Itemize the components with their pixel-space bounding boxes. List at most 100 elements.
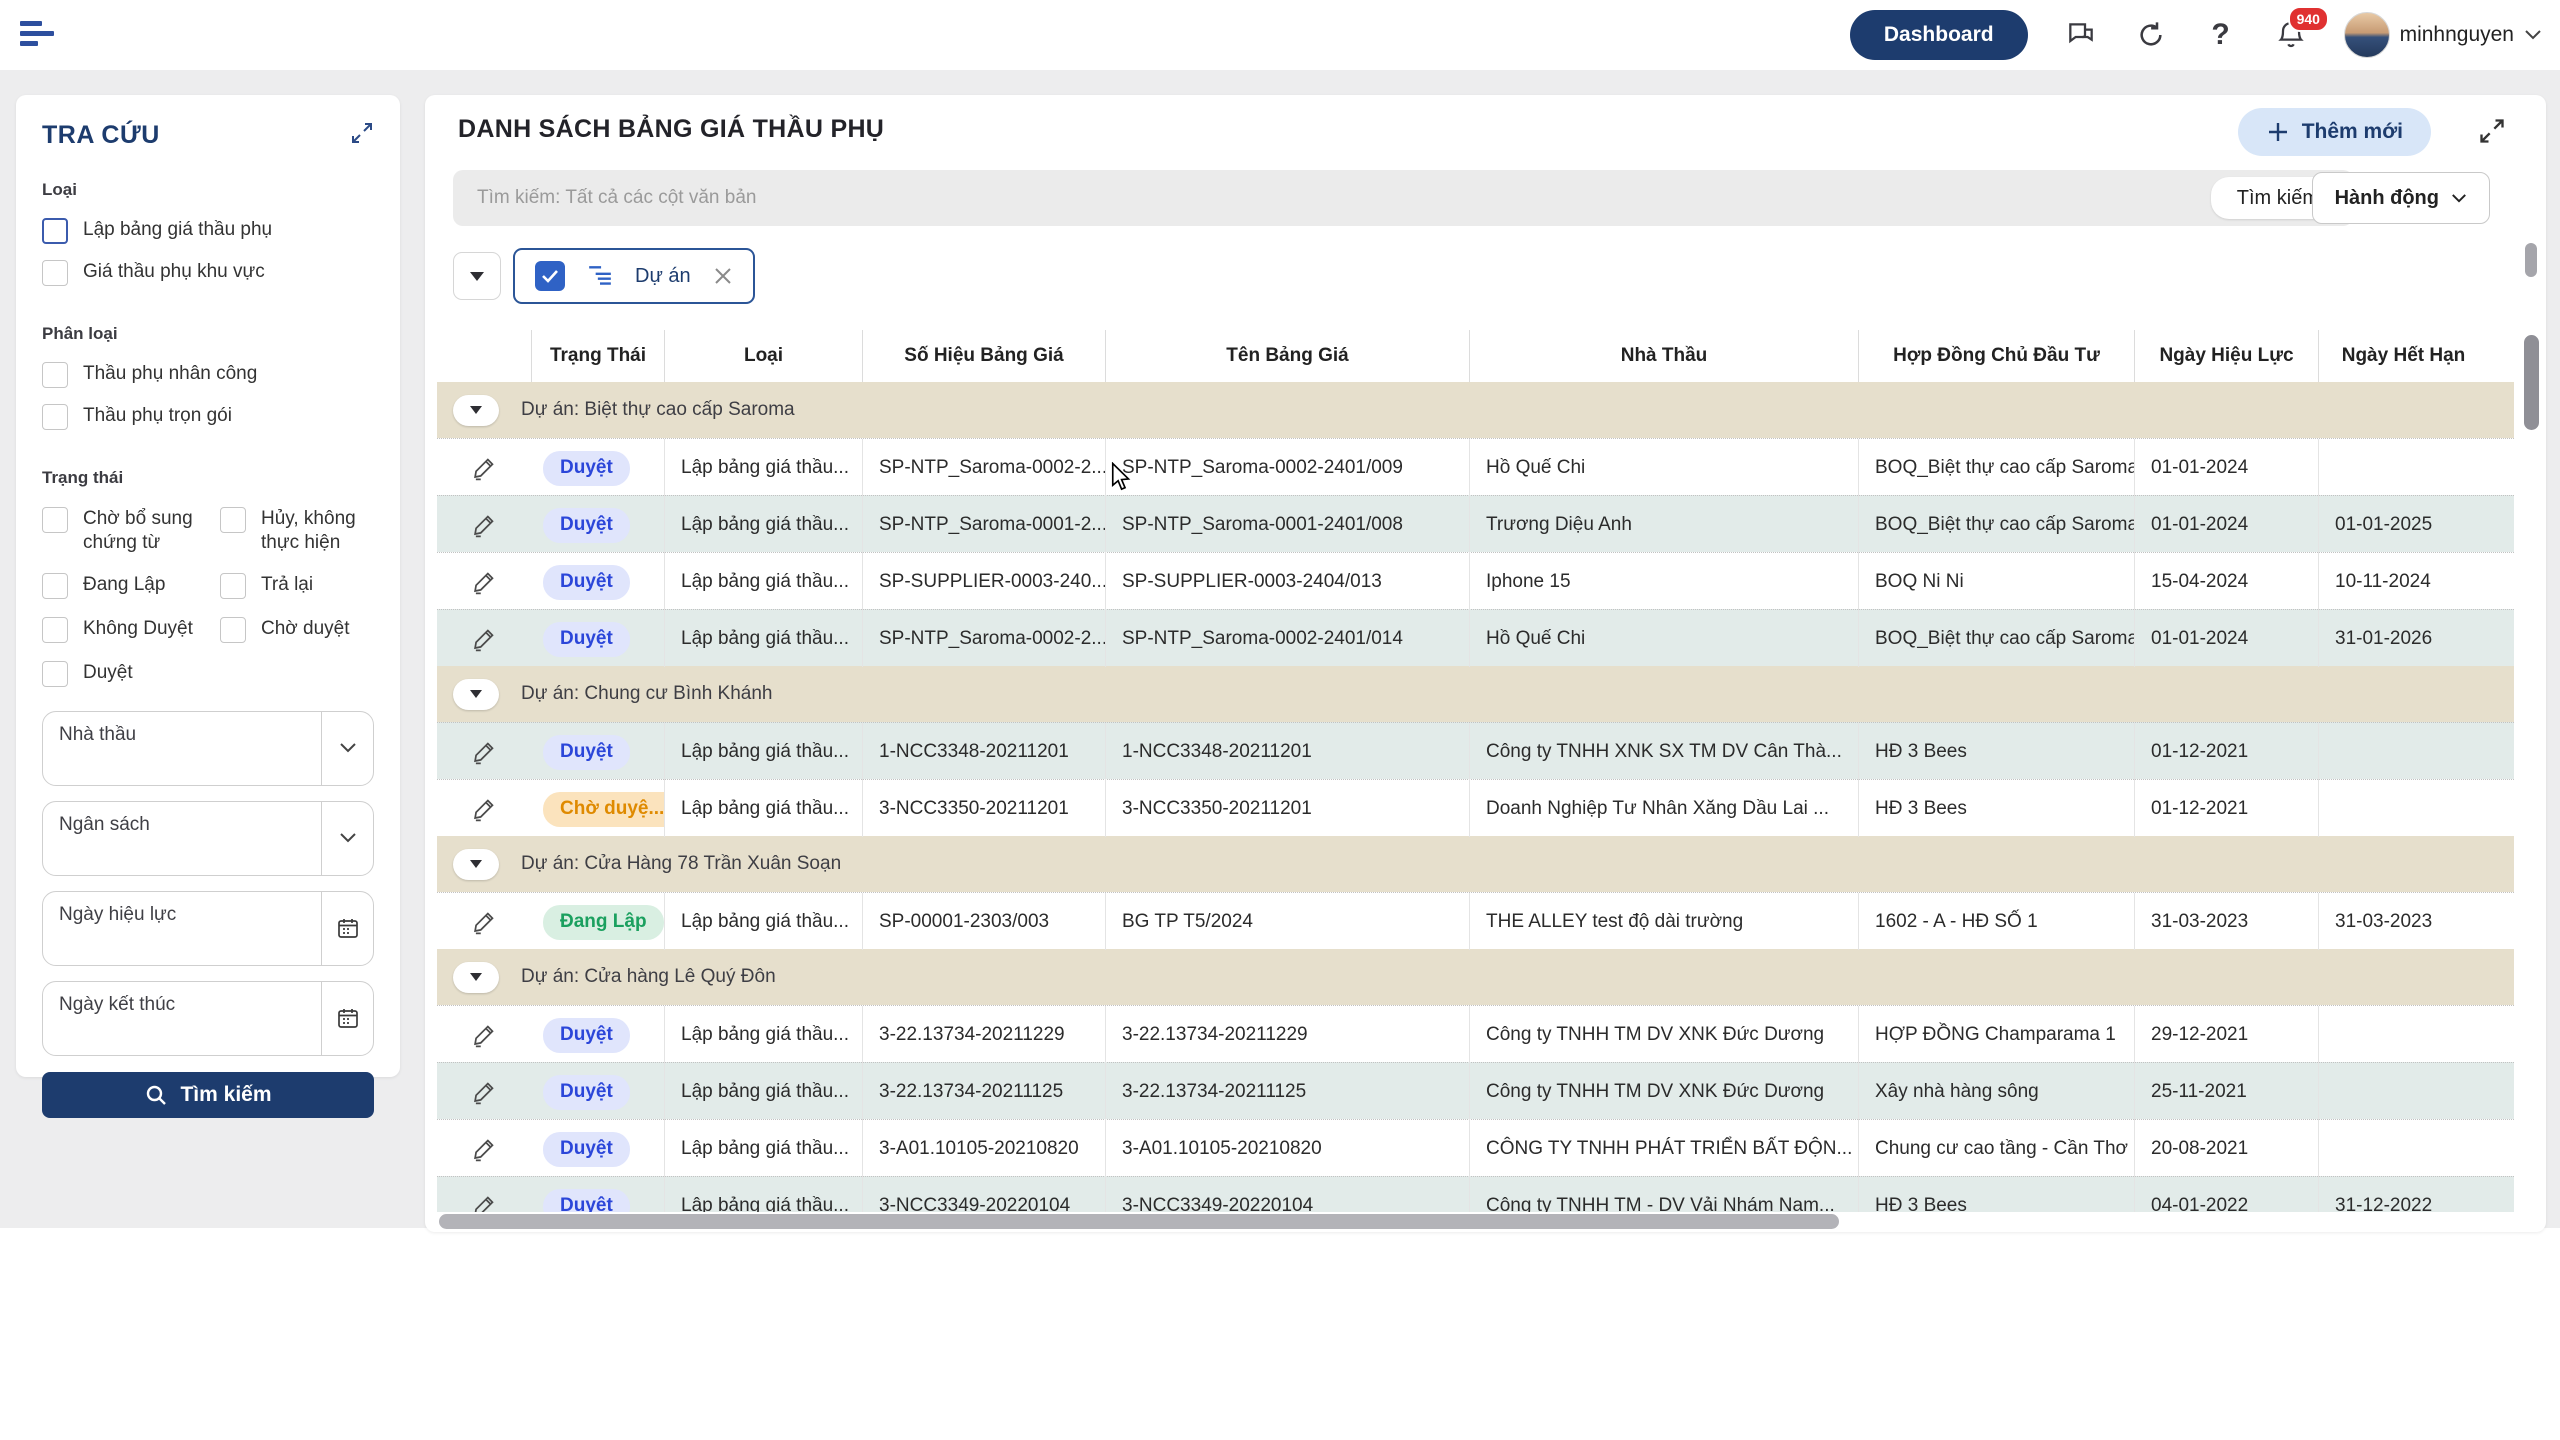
column-header[interactable]: Nhà Thầu: [1469, 330, 1858, 382]
checkbox[interactable]: [42, 362, 68, 388]
refresh-icon[interactable]: [2134, 18, 2168, 52]
checkbox[interactable]: [42, 218, 68, 244]
calendar-icon[interactable]: [321, 891, 373, 965]
column-header[interactable]: Hợp Đồng Chủ Đầu Tư: [1858, 330, 2134, 382]
notification-count-badge: 940: [2287, 6, 2329, 32]
edit-row-button[interactable]: [437, 1006, 531, 1063]
horizontal-scrollbar-thumb[interactable]: [439, 1214, 1839, 1229]
budget-select[interactable]: Ngân sách: [42, 800, 374, 876]
table-row[interactable]: Duyệt Lập bảng giá thầu... SP-NTP_Saroma-0…: [437, 495, 2514, 553]
user-menu[interactable]: minhnguyen: [2343, 12, 2542, 58]
contractor-select[interactable]: Nhà thầu: [42, 710, 374, 786]
effective-date-field[interactable]: Ngày hiệu lực: [42, 890, 374, 966]
group-by-chip[interactable]: Dự án: [513, 248, 755, 304]
edit-row-button[interactable]: [437, 780, 531, 837]
contract-cell: HĐ 3 Bees: [1858, 1177, 2134, 1212]
collapse-group-button[interactable]: [453, 678, 499, 710]
chevron-down-icon[interactable]: [321, 711, 373, 785]
table-row[interactable]: Duyệt Lập bảng giá thầu... 1-NCC3348-20211…: [437, 722, 2514, 780]
edit-row-button[interactable]: [437, 723, 531, 780]
column-header[interactable]: Loại: [664, 330, 862, 382]
checkbox[interactable]: [42, 616, 68, 643]
price-list-name-cell: 1-NCC3348-20211201: [1105, 723, 1469, 780]
table-row[interactable]: Duyệt Lập bảng giá thầu... 3-NCC3349-20220…: [437, 1176, 2514, 1212]
checkbox-tra-lai[interactable]: Trả lại: [220, 564, 374, 608]
checkbox-huy-khong-thuc-hien[interactable]: Hủy, không thực hiện: [220, 498, 374, 564]
edit-row-button[interactable]: [437, 893, 531, 950]
checkbox[interactable]: [42, 660, 68, 687]
table-row[interactable]: Duyệt Lập bảng giá thầu... 3-22.13734-2021…: [437, 1062, 2514, 1120]
actions-button[interactable]: Hành động: [2311, 172, 2490, 224]
dashboard-button[interactable]: Dashboard: [1849, 10, 2028, 60]
checkbox-thau-phu-tron-goi[interactable]: Thầu phụ trọn gói: [42, 396, 374, 438]
filler-cell: [2488, 1006, 2514, 1063]
panel-scrollbar-thumb[interactable]: [2525, 243, 2537, 277]
checkbox[interactable]: [42, 260, 68, 286]
checkbox[interactable]: [220, 572, 246, 599]
table-row[interactable]: Chờ duyệ... Lập bảng giá thầu... 3-NCC3350…: [437, 779, 2514, 837]
vertical-scrollbar-thumb[interactable]: [2524, 335, 2539, 430]
notifications-bell-icon[interactable]: 940: [2274, 6, 2329, 52]
column-header[interactable]: Ngày Hết Hạn: [2318, 330, 2488, 382]
table-search-input[interactable]: [477, 170, 2127, 226]
expand-table-icon[interactable]: [2478, 117, 2506, 150]
table-row[interactable]: Duyệt Lập bảng giá thầu... 3-22.13734-2021…: [437, 1005, 2514, 1063]
edit-row-button[interactable]: [437, 1063, 531, 1120]
price-list-number-cell: 3-22.13734-20211229: [862, 1006, 1105, 1063]
column-header[interactable]: Ngày Hiệu Lực: [2134, 330, 2318, 382]
contractor-cell: Hồ Quế Chi: [1469, 439, 1858, 496]
vertical-scrollbar-track[interactable]: [2524, 330, 2540, 1210]
add-new-button[interactable]: Thêm mới: [2237, 108, 2431, 156]
checkbox-gia-thau-phu-khu-vuc[interactable]: Giá thầu phụ khu vực: [42, 252, 374, 294]
sidebar-search-button[interactable]: Tìm kiếm: [42, 1071, 374, 1118]
edit-row-button[interactable]: [437, 610, 531, 667]
collapse-group-button[interactable]: [453, 848, 499, 880]
table-row[interactable]: Duyệt Lập bảng giá thầu... 3-A01.10105-202…: [437, 1119, 2514, 1177]
checkbox-cho-bo-sung-chung-tu[interactable]: Chờ bổ sung chứng từ: [42, 498, 220, 564]
edit-row-button[interactable]: [437, 553, 531, 610]
checkbox[interactable]: [220, 616, 246, 643]
section-label-trang-thai: Trạng thái: [42, 468, 124, 487]
topbar: Dashboard ? 940 minhnguyen: [0, 0, 2560, 70]
column-header[interactable]: Trạng Thái: [531, 330, 664, 382]
help-icon[interactable]: ?: [2211, 18, 2230, 51]
edit-pencil-icon: [474, 514, 494, 537]
table-row[interactable]: Duyệt Lập bảng giá thầu... SP-SUPPLIER-000…: [437, 552, 2514, 610]
checkbox-thau-phu-nhan-cong[interactable]: Thầu phụ nhân công: [42, 354, 374, 396]
chat-icon[interactable]: [2064, 18, 2098, 52]
chevron-down-icon[interactable]: [321, 801, 373, 875]
collapse-group-button[interactable]: [453, 961, 499, 993]
close-icon[interactable]: [713, 266, 733, 286]
expand-panel-icon[interactable]: [350, 121, 374, 150]
edit-row-button[interactable]: [437, 439, 531, 496]
edit-row-button[interactable]: [437, 496, 531, 553]
edit-row-button[interactable]: [437, 1177, 531, 1212]
table-row[interactable]: Duyệt Lập bảng giá thầu... SP-NTP_Saroma-0…: [437, 609, 2514, 667]
checkbox[interactable]: [42, 572, 68, 599]
table-row[interactable]: Đang Lập Lập bảng giá thầu... SP-00001-230…: [437, 892, 2514, 950]
filler-cell: [2488, 610, 2514, 667]
column-header[interactable]: Số Hiệu Bảng Giá: [862, 330, 1105, 382]
status-badge: Duyệt: [543, 1075, 630, 1110]
table-row[interactable]: Duyệt Lập bảng giá thầu... SP-NTP_Saroma-0…: [437, 438, 2514, 496]
checkbox-dang-lap[interactable]: Đang Lập: [42, 564, 220, 608]
checkbox-cho-duyet[interactable]: Chờ duyệt: [220, 608, 374, 652]
price-list-name-cell: SP-SUPPLIER-0003-2404/013: [1105, 553, 1469, 610]
checkbox-lap-bang-gia-thau-phu[interactable]: Lập bảng giá thầu phụ: [42, 210, 374, 252]
checkbox[interactable]: [42, 507, 68, 533]
checkbox[interactable]: [42, 404, 68, 430]
column-header[interactable]: Tên Bảng Giá: [1105, 330, 1469, 382]
contractor-cell: Iphone 15: [1469, 553, 1858, 610]
checkbox-duyet[interactable]: Duyệt: [42, 652, 220, 696]
edit-row-button[interactable]: [437, 1120, 531, 1177]
menu-icon[interactable]: [20, 21, 60, 49]
edit-pencil-icon: [474, 628, 494, 651]
group-dropdown-button[interactable]: [453, 252, 501, 300]
calendar-icon[interactable]: [321, 981, 373, 1055]
checkbox-khong-duyet[interactable]: Không Duyệt: [42, 608, 220, 652]
chip-checkbox-checked[interactable]: [535, 261, 565, 291]
checkbox[interactable]: [220, 507, 246, 533]
collapse-group-button[interactable]: [453, 394, 499, 426]
end-date-field[interactable]: Ngày kết thúc: [42, 980, 374, 1056]
status-cell: Đang Lập: [531, 893, 664, 950]
